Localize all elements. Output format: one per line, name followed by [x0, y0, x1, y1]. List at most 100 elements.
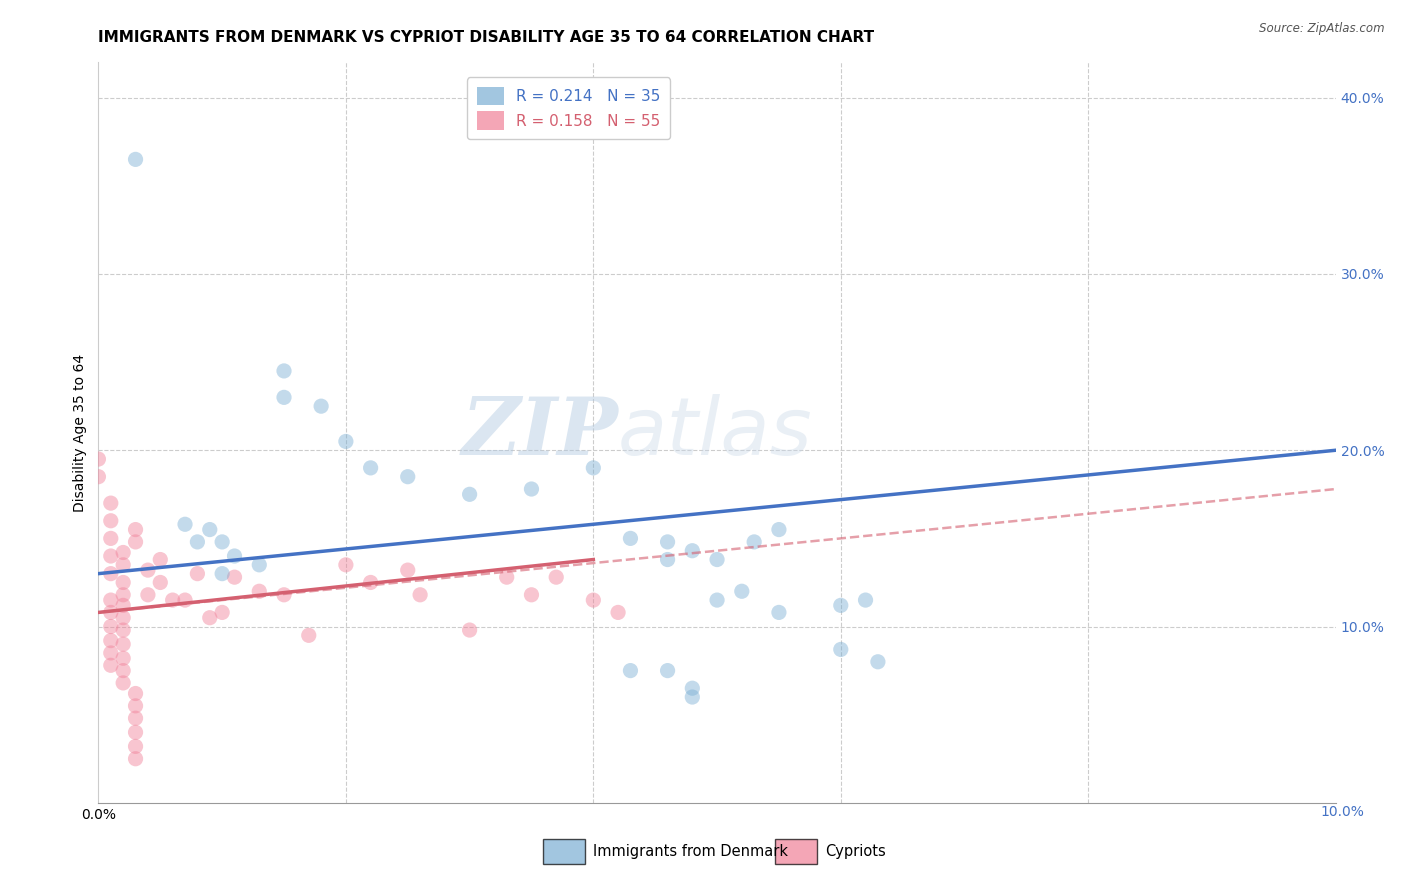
Text: Source: ZipAtlas.com: Source: ZipAtlas.com — [1260, 22, 1385, 36]
Point — [830, 642, 852, 657]
Point — [409, 588, 432, 602]
Point — [681, 690, 703, 704]
Point — [657, 535, 679, 549]
Point — [247, 558, 270, 572]
Point — [112, 637, 135, 651]
Point — [100, 619, 122, 633]
Point — [224, 549, 246, 563]
Point — [100, 496, 122, 510]
Y-axis label: Disability Age 35 to 64: Disability Age 35 to 64 — [73, 353, 87, 512]
Point — [211, 535, 233, 549]
Point — [100, 549, 122, 563]
Point — [273, 588, 295, 602]
Point — [360, 575, 382, 590]
Point — [768, 523, 790, 537]
Point — [124, 698, 146, 713]
Point — [112, 664, 135, 678]
Point — [100, 514, 122, 528]
Point — [866, 655, 889, 669]
Point — [112, 623, 135, 637]
Point — [124, 686, 146, 700]
Point — [211, 566, 233, 581]
Point — [830, 599, 852, 613]
Point — [112, 651, 135, 665]
Point — [112, 599, 135, 613]
Point — [174, 593, 197, 607]
Point — [211, 606, 233, 620]
Point — [162, 593, 184, 607]
Point — [396, 469, 419, 483]
Text: Cypriots: Cypriots — [825, 845, 886, 859]
Point — [198, 610, 221, 624]
Point — [124, 153, 146, 167]
Point — [706, 552, 728, 566]
Point — [198, 523, 221, 537]
Point — [309, 399, 332, 413]
Point — [100, 633, 122, 648]
Point — [681, 681, 703, 696]
Point — [582, 461, 605, 475]
Point — [731, 584, 754, 599]
Point — [335, 558, 357, 572]
Point — [100, 606, 122, 620]
Point — [495, 570, 517, 584]
Point — [100, 646, 122, 660]
Point — [186, 566, 208, 581]
Text: ZIP: ZIP — [461, 394, 619, 471]
Point — [87, 469, 110, 483]
Point — [112, 575, 135, 590]
Point — [706, 593, 728, 607]
Point — [742, 535, 765, 549]
Legend: R = 0.214   N = 35, R = 0.158   N = 55: R = 0.214 N = 35, R = 0.158 N = 55 — [467, 78, 669, 139]
Point — [149, 575, 172, 590]
Point — [607, 606, 630, 620]
Point — [520, 588, 543, 602]
Point — [100, 593, 122, 607]
Point — [335, 434, 357, 449]
Point — [124, 752, 146, 766]
Text: Immigrants from Denmark: Immigrants from Denmark — [593, 845, 789, 859]
Point — [681, 543, 703, 558]
Point — [458, 623, 481, 637]
Point — [619, 532, 641, 546]
Point — [186, 535, 208, 549]
Point — [273, 390, 295, 404]
Point — [298, 628, 321, 642]
Point — [149, 552, 172, 566]
Point — [112, 588, 135, 602]
FancyBboxPatch shape — [775, 839, 817, 864]
Text: IMMIGRANTS FROM DENMARK VS CYPRIOT DISABILITY AGE 35 TO 64 CORRELATION CHART: IMMIGRANTS FROM DENMARK VS CYPRIOT DISAB… — [98, 29, 875, 45]
Point — [174, 517, 197, 532]
Point — [124, 523, 146, 537]
Point — [100, 532, 122, 546]
Point — [136, 563, 159, 577]
Point — [112, 558, 135, 572]
Point — [112, 610, 135, 624]
Point — [136, 588, 159, 602]
Point — [124, 739, 146, 754]
FancyBboxPatch shape — [543, 839, 585, 864]
Point — [657, 664, 679, 678]
Text: 10.0%: 10.0% — [1320, 805, 1364, 819]
Point — [273, 364, 295, 378]
Point — [546, 570, 568, 584]
Point — [87, 452, 110, 467]
Point — [124, 725, 146, 739]
Point — [855, 593, 877, 607]
Point — [657, 552, 679, 566]
Point — [100, 566, 122, 581]
Point — [124, 535, 146, 549]
Point — [520, 482, 543, 496]
Point — [112, 545, 135, 559]
Point — [100, 658, 122, 673]
Point — [582, 593, 605, 607]
Point — [619, 664, 641, 678]
Point — [768, 606, 790, 620]
Point — [124, 711, 146, 725]
Point — [112, 676, 135, 690]
Point — [396, 563, 419, 577]
Point — [224, 570, 246, 584]
Point — [360, 461, 382, 475]
Point — [458, 487, 481, 501]
Point — [247, 584, 270, 599]
